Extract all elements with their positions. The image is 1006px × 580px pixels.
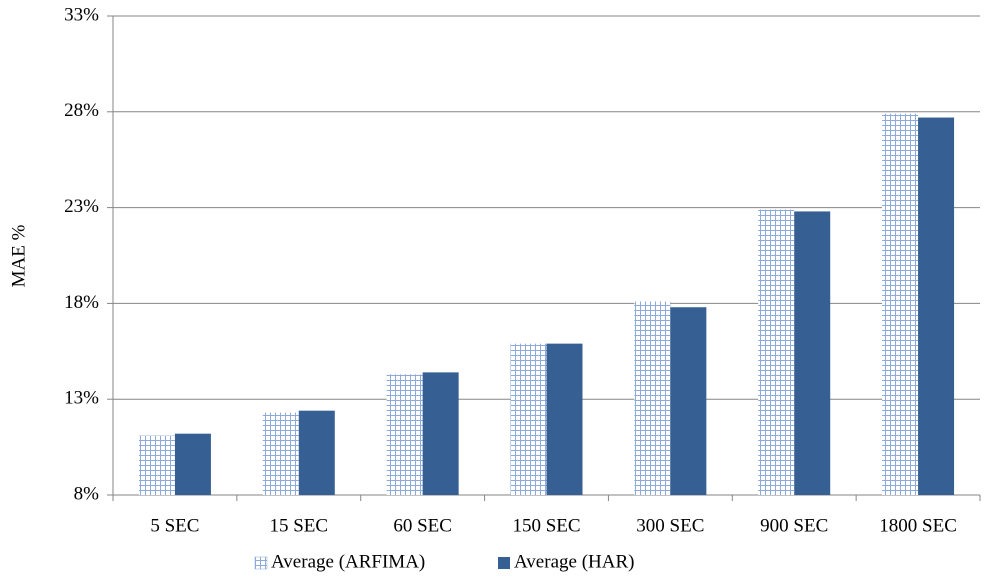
bar (634, 301, 671, 495)
y-tick-label: 33% (64, 4, 99, 25)
bar (138, 435, 175, 495)
bar (262, 412, 299, 495)
y-tick-label: 18% (64, 292, 99, 313)
bar (546, 343, 583, 495)
x-tick-label: 5 SEC (150, 515, 199, 536)
bar (882, 113, 919, 495)
x-tick-label: 300 SEC (636, 515, 704, 536)
bar (794, 211, 831, 495)
legend-label: Average (ARFIMA) (271, 551, 425, 572)
bar (298, 410, 335, 495)
y-axis-title: MAE % (8, 224, 29, 287)
bar (510, 343, 547, 495)
x-tick-label: 1800 SEC (879, 515, 957, 536)
legend-label: Average (HAR) (514, 551, 634, 572)
y-tick-label: 23% (64, 196, 99, 217)
bar (758, 209, 795, 496)
bar (670, 307, 707, 495)
x-tick-label: 60 SEC (393, 515, 452, 536)
y-tick-label: 13% (64, 388, 99, 409)
bar (386, 374, 423, 495)
bar (918, 117, 955, 495)
x-tick-label: 15 SEC (269, 515, 328, 536)
bar (174, 433, 211, 495)
legend-swatch (254, 556, 268, 570)
x-tick-label: 150 SEC (512, 515, 580, 536)
y-tick-label: 8% (74, 483, 100, 504)
legend-swatch (498, 557, 510, 569)
bar (422, 372, 459, 495)
x-tick-label: 900 SEC (760, 515, 828, 536)
y-tick-label: 28% (64, 100, 99, 121)
